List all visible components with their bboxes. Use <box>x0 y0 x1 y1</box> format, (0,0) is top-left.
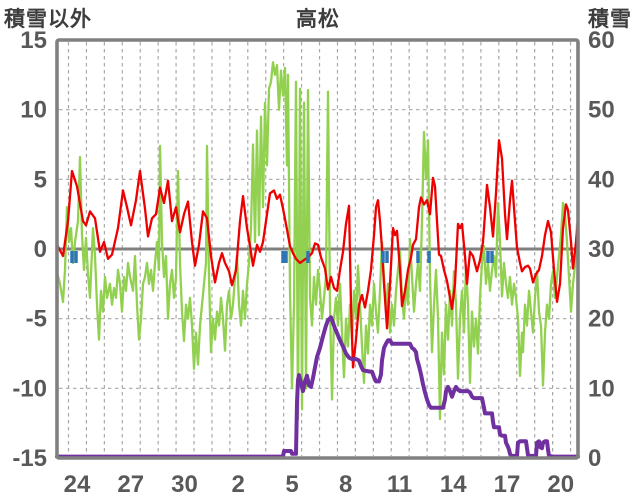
snow-depth-purple <box>55 315 580 459</box>
right-axis-tick-label: 50 <box>588 97 615 124</box>
x-axis-tick-label: 5 <box>285 471 298 498</box>
x-axis-tick-label: 8 <box>339 471 352 498</box>
x-axis-tick-label: 30 <box>171 471 198 498</box>
left-axis-tick-label: 0 <box>34 236 47 263</box>
right-axis-tick-label: 20 <box>588 306 615 333</box>
x-axis-tick-label: 2 <box>232 471 245 498</box>
left-axis-tick-label: 5 <box>34 166 47 193</box>
right-axis-tick-label: 0 <box>588 445 601 472</box>
x-axis-tick-label: 17 <box>494 471 521 498</box>
x-axis-tick-label: 27 <box>117 471 144 498</box>
red-line <box>55 139 580 369</box>
right-axis-title: 積雪 <box>588 8 632 31</box>
left-axis-tick-label: -15 <box>12 445 47 472</box>
right-axis-tick-label: 40 <box>588 166 615 193</box>
x-axis-tick-label: 24 <box>64 471 91 498</box>
right-axis-tick-label: 10 <box>588 375 615 402</box>
left-axis-tick-label: -5 <box>26 306 47 333</box>
right-axis-tick-label: 30 <box>588 236 615 263</box>
left-axis-title: 積雪以外 <box>4 8 92 31</box>
left-axis-tick-label: -10 <box>12 375 47 402</box>
left-axis-tick-label: 15 <box>20 27 47 54</box>
x-axis-tick-label: 20 <box>547 471 574 498</box>
left-axis-tick-label: 10 <box>20 97 47 124</box>
x-axis-tick-label: 11 <box>387 471 412 498</box>
plot-border <box>55 38 580 460</box>
green-line <box>55 61 580 421</box>
x-axis-tick-label: 14 <box>440 471 467 498</box>
chart-title: 高松 <box>296 8 340 31</box>
right-axis-tick-label: 60 <box>588 27 615 54</box>
